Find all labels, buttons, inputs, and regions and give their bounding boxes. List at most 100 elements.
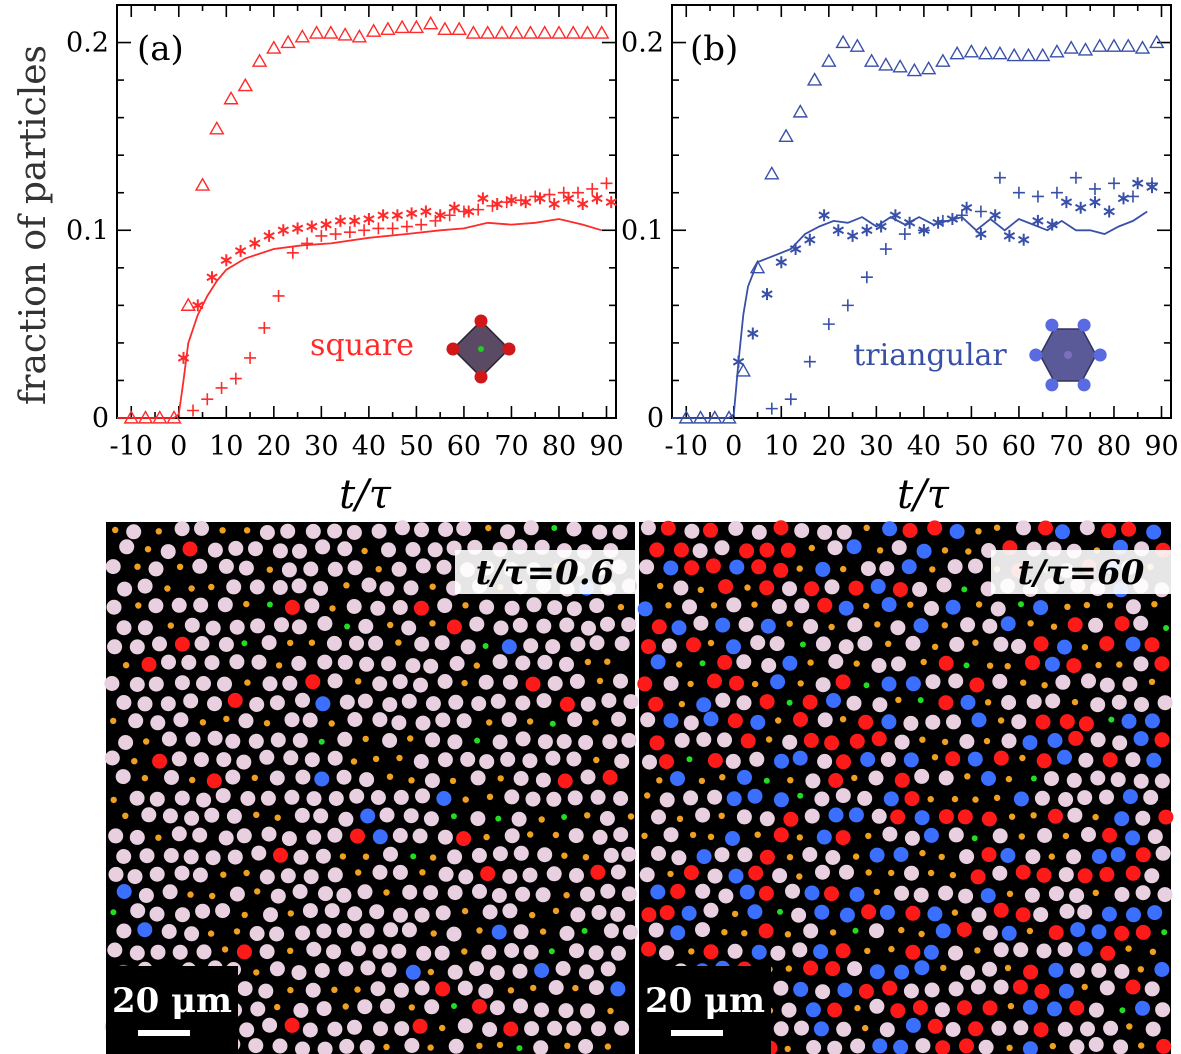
particle: [602, 734, 618, 750]
particle: [699, 660, 706, 667]
particle: [1078, 752, 1094, 768]
particle: [171, 826, 187, 842]
particle: [148, 561, 164, 577]
particle: [403, 808, 419, 824]
triangle-marker: [977, 45, 994, 60]
particle: [707, 639, 715, 647]
particle: [905, 905, 921, 921]
triangle-marker: [422, 15, 439, 30]
particle: [1101, 906, 1117, 922]
particle: [667, 870, 674, 878]
triangle-marker: [935, 53, 951, 67]
plus-marker: [486, 199, 499, 212]
particle: [1114, 964, 1130, 979]
particle: [412, 828, 428, 844]
particle: [476, 927, 483, 934]
particle: [472, 883, 487, 899]
particle: [828, 773, 844, 788]
particle: [881, 714, 897, 730]
particle: [741, 930, 748, 937]
particle: [171, 751, 187, 767]
particle: [1030, 812, 1037, 819]
particle: [827, 1002, 843, 1018]
particle: [480, 866, 496, 882]
particle: [981, 811, 997, 827]
particle: [591, 1021, 606, 1037]
triangle-marker: [323, 25, 339, 39]
particle: [673, 542, 689, 558]
particle: [1022, 735, 1038, 751]
particle: [725, 831, 740, 846]
particle: [357, 884, 373, 900]
particle: [537, 654, 553, 670]
particle: [258, 983, 274, 999]
particle: [218, 830, 234, 846]
particle: [471, 847, 487, 863]
particle: [1069, 888, 1085, 904]
particle: [804, 808, 820, 824]
asterisk-marker: [477, 192, 489, 205]
particle: [817, 524, 833, 540]
particle: [1024, 887, 1040, 903]
particle: [982, 618, 998, 634]
particle: [960, 617, 976, 633]
particle: [924, 601, 939, 616]
particle: [836, 754, 851, 770]
particle: [858, 983, 874, 999]
particle: [456, 713, 472, 729]
particle: [758, 885, 774, 901]
particle: [1059, 903, 1075, 919]
plus-marker: [1069, 171, 1082, 184]
plus-marker: [803, 355, 816, 368]
particle: [758, 923, 774, 939]
particle: [703, 711, 719, 727]
particle: [128, 713, 144, 729]
particle: [189, 776, 196, 784]
triangle-marker: [551, 25, 567, 39]
x-tick-label: 10: [209, 431, 243, 462]
particle: [1001, 733, 1017, 749]
particle: [447, 734, 463, 750]
particle: [828, 807, 844, 823]
particle: [934, 1002, 950, 1018]
particle: [515, 655, 531, 671]
particle: [456, 831, 472, 847]
particle: [414, 522, 429, 538]
x-tick-label: 30: [859, 431, 893, 462]
y-tick-label: 0.1: [66, 215, 109, 246]
particle: [1156, 1038, 1172, 1054]
triangle-marker: [565, 25, 581, 39]
plus-marker: [1031, 190, 1044, 203]
x-tick-label: 70: [1049, 431, 1083, 462]
particle: [718, 812, 725, 819]
particle: [287, 947, 294, 954]
particle: [1081, 827, 1096, 842]
particle: [683, 715, 699, 731]
particle: [306, 941, 322, 957]
particle: [725, 753, 741, 769]
particle: [773, 827, 789, 843]
particle: [318, 886, 333, 902]
particle: [472, 999, 487, 1014]
asterisk-marker: [1046, 218, 1058, 231]
particle: [794, 523, 810, 539]
particle: [695, 807, 711, 823]
particle: [513, 771, 529, 786]
particle: [176, 563, 184, 570]
particle: [815, 561, 831, 577]
particle: [295, 692, 310, 708]
particle: [357, 999, 373, 1015]
particle: [139, 848, 155, 864]
particle: [150, 715, 166, 731]
particle: [122, 662, 130, 669]
particle: [249, 926, 265, 941]
particle: [894, 964, 910, 980]
particle: [890, 1003, 906, 1019]
particle: [1099, 789, 1114, 805]
particle: [903, 752, 919, 768]
particle: [949, 636, 965, 652]
particle: [663, 827, 679, 843]
particle: [1018, 601, 1024, 608]
particle: [592, 829, 608, 845]
